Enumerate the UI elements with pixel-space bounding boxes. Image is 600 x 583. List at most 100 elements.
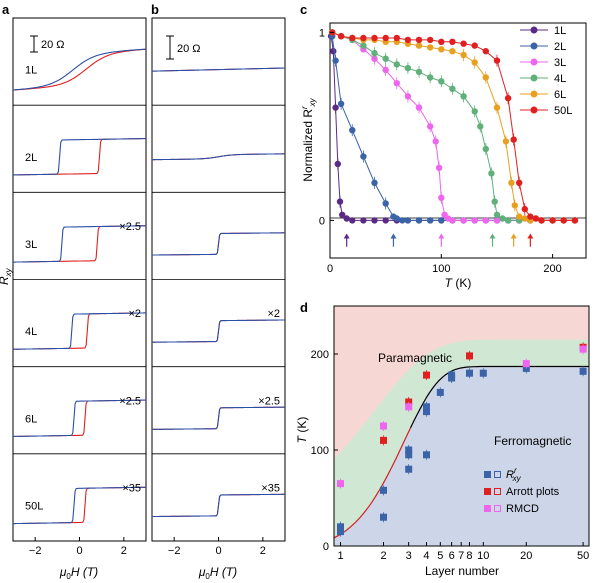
- loop-sweep-down: [12, 48, 147, 91]
- data-point-2L: [438, 217, 445, 224]
- data-point-6L: [493, 104, 501, 111]
- ticks-d: 1 2 3 4 5 6 7 8 10 20 50 0 100 200: [311, 349, 590, 562]
- panel-a: a 20 Ω 1L 2L 3L ×2.5 4L ×2 6L ×2.5 50L ×35 −2 0 2 R…: [0, 2, 147, 581]
- data-point-1L: [343, 215, 350, 222]
- data-point-2L: [332, 57, 339, 64]
- y-axis-label-a: Rxy: [0, 267, 13, 285]
- data-point-3L: [438, 194, 445, 201]
- trace-label: 3L: [25, 239, 37, 251]
- data-point-3L: [482, 217, 489, 224]
- region-crossover: [334, 339, 589, 538]
- x-axis-label-a: μ0H (T): [59, 565, 98, 581]
- legend-label-sub: xy: [512, 474, 522, 483]
- x-tick-label: 20: [520, 550, 532, 562]
- legend-label: Rr xy: [506, 466, 522, 483]
- data-point-2L: [371, 179, 378, 186]
- y-axis-label-d: T (K): [295, 417, 309, 444]
- trace-factor: ×2.5: [119, 221, 141, 233]
- region-ferromagnetic: [334, 366, 589, 546]
- data-point-50L: [438, 38, 445, 45]
- data-point-1L: [334, 160, 341, 168]
- data-point-50L: [349, 34, 356, 42]
- data-point-Rxy: [579, 367, 587, 375]
- data-point-4L: [382, 55, 389, 62]
- trace-factor: ×2.5: [119, 395, 141, 407]
- legend-marker: [530, 90, 538, 98]
- trace-label: 50L: [25, 500, 43, 512]
- data-point-Rxy: [436, 388, 444, 396]
- data-point-3L: [404, 93, 412, 100]
- data-point-4L: [482, 145, 489, 153]
- data-point-50L: [510, 136, 517, 143]
- data-point-50L: [449, 38, 456, 45]
- x-axis-label-c: T (K): [445, 276, 472, 290]
- legend-marker-open: [494, 488, 501, 495]
- y-tick-label: 0: [319, 215, 325, 227]
- data-point-6L: [449, 48, 456, 55]
- data-point-Arrott: [466, 352, 473, 360]
- data-point-6L: [502, 138, 510, 145]
- data-point-3L: [382, 66, 389, 74]
- series-line-2L: [331, 36, 575, 221]
- legend-marker: [530, 106, 538, 114]
- data-point-50L: [532, 215, 540, 222]
- data-point-6L: [427, 44, 434, 51]
- data-point-2L: [393, 215, 400, 222]
- data-point-1L: [371, 217, 378, 224]
- panel-label-c: c: [300, 2, 307, 17]
- loop-sweep-up: [12, 48, 147, 91]
- trace-factor: ×2: [128, 308, 141, 320]
- data-point-50L: [521, 205, 528, 213]
- x-ticks-a: −2 0 2: [29, 537, 127, 557]
- data-point-3L: [460, 217, 467, 224]
- series-line-3L: [332, 31, 575, 221]
- data-point-2L: [382, 200, 389, 207]
- data-point-6L: [511, 202, 518, 209]
- trace-factor: ×35: [122, 482, 141, 494]
- data-point-4L: [471, 108, 478, 115]
- data-point-50L: [538, 217, 545, 224]
- data-point-1L: [360, 217, 367, 224]
- fit-curve: [409, 365, 589, 429]
- x-tick-label: 200: [543, 263, 561, 275]
- data-point-3L: [393, 80, 400, 87]
- legend-label: Arrott plots: [506, 486, 560, 498]
- ticks-c: 0 100 200 0 1: [319, 27, 562, 275]
- data-point-Rxy: [479, 369, 487, 377]
- loop-sweep-down: [12, 312, 146, 350]
- scale-bar-a-label: 20 Ω: [41, 39, 65, 51]
- loop-sweep-down: [13, 225, 147, 263]
- data-point-50L: [571, 217, 579, 224]
- legend-label-50L: 50L: [554, 105, 572, 117]
- data-point-RMCD: [579, 345, 587, 353]
- data-point-2L: [415, 217, 423, 224]
- trace-label: 4L: [25, 326, 37, 338]
- x-tick-label: 1: [337, 550, 343, 562]
- scale-bar-b-label: 20 Ω: [177, 43, 201, 55]
- legend-label-6L: 6L: [554, 89, 566, 101]
- legend-label-3L: 3L: [554, 57, 566, 69]
- data-point-RMCD: [522, 360, 530, 368]
- data-point-4L: [438, 78, 445, 85]
- tc-arrow-head-4L: [489, 233, 496, 239]
- y-tick-label: 1: [319, 27, 325, 39]
- data-point-50L: [493, 57, 501, 64]
- trace-label: 1L: [25, 65, 37, 77]
- legend-marker-open: [494, 471, 501, 478]
- data-point-3L: [449, 217, 456, 224]
- data-point-4L: [460, 93, 467, 100]
- loop-sweep-down: [13, 138, 146, 176]
- legend-marker-filled: [484, 471, 491, 478]
- data-point-6L: [508, 179, 515, 186]
- data-point-Rxy: [423, 451, 430, 459]
- legend-c: 1L 2L 3L 4L 6L 50L: [520, 25, 572, 117]
- data-point-50L: [404, 36, 412, 44]
- data-point-4L: [493, 211, 501, 218]
- series-line-50L: [332, 31, 575, 221]
- x-tick-label: −2: [168, 545, 181, 557]
- data-point-50L: [504, 95, 512, 102]
- data-point-6L: [471, 59, 478, 66]
- x-tick-label: 2: [260, 545, 266, 557]
- tc-arrow-head-6L: [510, 233, 517, 239]
- data-point-50L: [549, 217, 556, 224]
